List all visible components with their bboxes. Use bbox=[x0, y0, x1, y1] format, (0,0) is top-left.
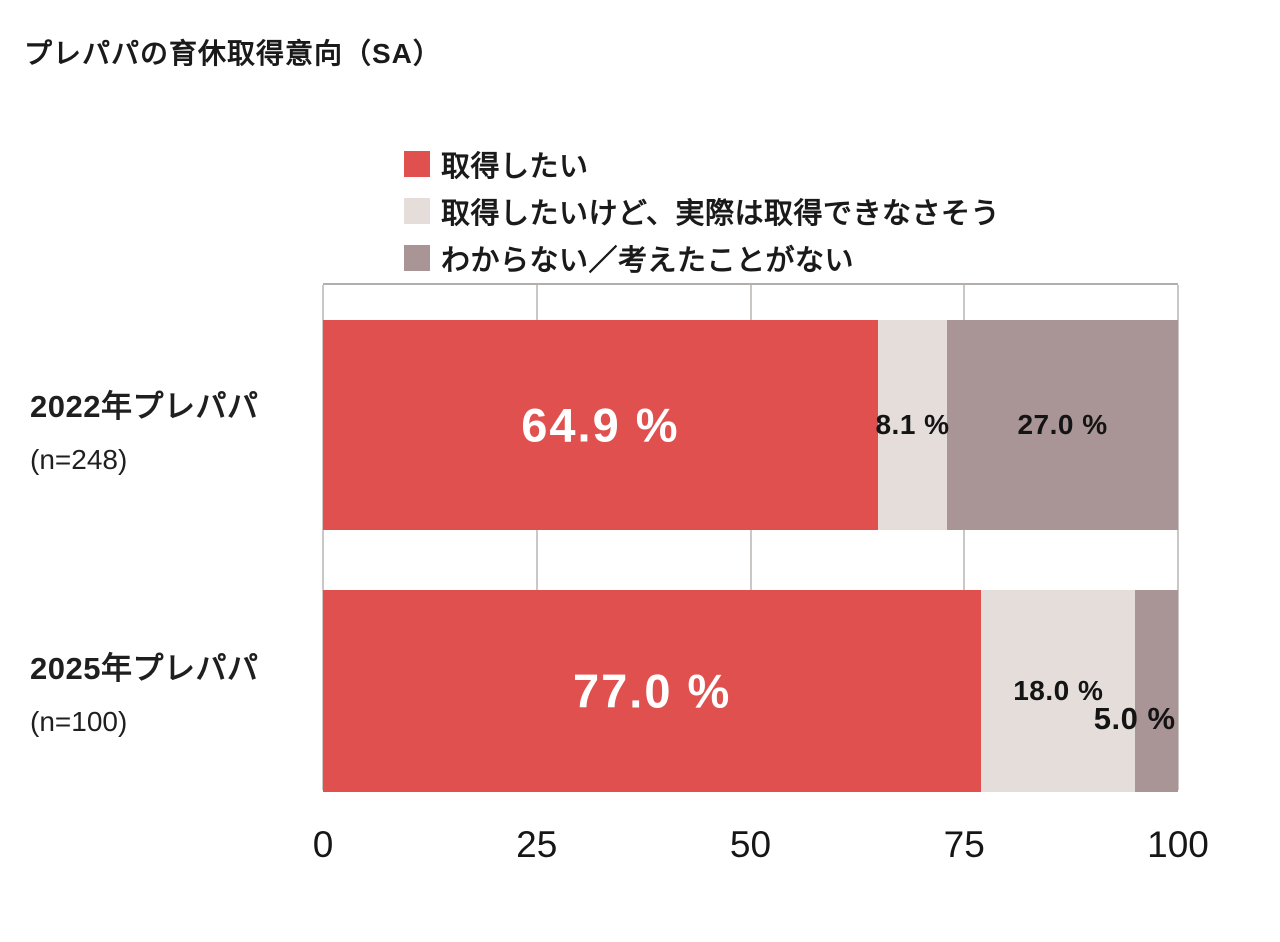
legend-swatch-mauve bbox=[404, 244, 430, 271]
category-label-2022: 2022年プレパパ (n=248) bbox=[30, 381, 258, 476]
gridline-0 bbox=[322, 285, 324, 790]
bar-segment bbox=[323, 590, 982, 792]
category-name: 2025年プレパパ bbox=[30, 651, 259, 686]
x-axis: 0 25 50 75 100 bbox=[313, 824, 1209, 884]
legend-label: わからない／考えたことがない bbox=[441, 244, 855, 277]
gridline-75 bbox=[963, 285, 966, 790]
bar-segment bbox=[323, 320, 878, 530]
segment-value-label: 8.1 % bbox=[875, 409, 950, 440]
legend-item: 取得したいけど、実際は取得できなさそう bbox=[404, 187, 1000, 234]
legend-item: 取得したい bbox=[404, 140, 1000, 187]
gridline-50 bbox=[749, 285, 752, 790]
legend-swatch-red bbox=[404, 150, 430, 177]
gridline-25 bbox=[535, 285, 538, 790]
legend-label: 取得したい bbox=[441, 150, 589, 183]
segment-value-label: 77.0 % bbox=[573, 664, 732, 718]
category-label-2025: 2025年プレパパ (n=100) bbox=[30, 643, 258, 738]
x-tick-label: 75 bbox=[943, 824, 985, 865]
gridline-100 bbox=[1177, 285, 1179, 790]
category-sample-size: (n=248) bbox=[30, 444, 128, 475]
y-axis-labels: 2022年プレパパ (n=248) 2025年プレパパ (n=100) bbox=[0, 283, 323, 790]
chart-title: プレパパの育休取得意向（SA） bbox=[24, 38, 442, 69]
bar-segment bbox=[947, 320, 1178, 530]
x-tick-label: 50 bbox=[729, 824, 772, 865]
legend-swatch-lightgray bbox=[404, 197, 430, 224]
plot-area: 64.9 % 8.1 % 27.0 % 77.0 % 18.0 % 5.0 % bbox=[322, 283, 1179, 792]
bar-row-2022: 64.9 % 8.1 % 27.0 % bbox=[323, 320, 1178, 530]
category-sample-size: (n=100) bbox=[30, 706, 128, 737]
bar-row-2025: 77.0 % 18.0 % 5.0 % bbox=[323, 590, 1178, 792]
legend: 取得したい 取得したいけど、実際は取得できなさそう わからない／考えたことがない bbox=[404, 140, 1000, 281]
bar-segment bbox=[1135, 590, 1178, 792]
bar-segment bbox=[981, 590, 1136, 792]
x-tick-label: 0 bbox=[312, 824, 334, 865]
category-name: 2022年プレパパ bbox=[30, 389, 259, 424]
segment-value-label: 18.0 % bbox=[1013, 675, 1104, 706]
legend-item: わからない／考えたことがない bbox=[404, 234, 1000, 281]
legend-label: 取得したいけど、実際は取得できなさそう bbox=[441, 197, 1001, 230]
segment-value-label: 27.0 % bbox=[1017, 409, 1108, 440]
bar-segment bbox=[877, 320, 948, 530]
segment-value-label: 64.9 % bbox=[521, 398, 680, 452]
x-tick-label: 100 bbox=[1147, 824, 1209, 865]
segment-value-label: 5.0 % bbox=[1093, 701, 1176, 737]
x-tick-label: 25 bbox=[516, 824, 558, 865]
